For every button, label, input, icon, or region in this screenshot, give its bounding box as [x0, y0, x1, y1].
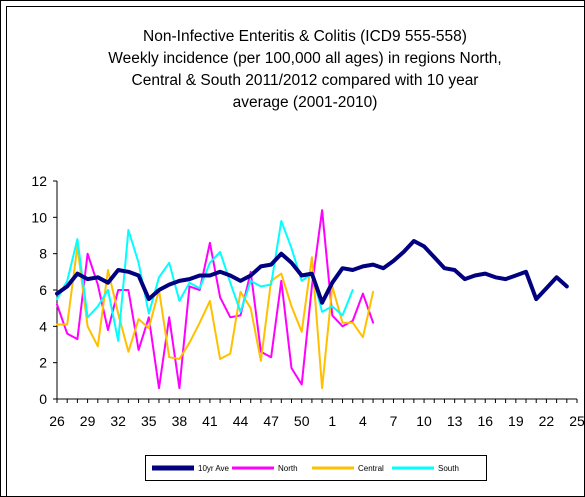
chart-title-line-1: Non-Infective Enteritis & Colitis (ICD9 …	[143, 28, 467, 45]
x-tick-label: 32	[110, 413, 126, 429]
x-tick-label: 13	[447, 413, 463, 429]
x-tick-label: 41	[202, 413, 218, 429]
y-tick-label: 10	[31, 209, 47, 225]
y-tick-label: 0	[39, 391, 47, 407]
x-tick-label: 38	[172, 413, 188, 429]
x-tick-label: 4	[359, 413, 367, 429]
x-tick-label: 29	[80, 413, 96, 429]
chart-title: Non-Infective Enteritis & Colitis (ICD9 …	[40, 26, 570, 114]
chart-inner-frame	[6, 6, 584, 496]
x-tick-label: 50	[294, 413, 310, 429]
x-tick-label: 25	[569, 413, 585, 429]
x-tick-label: 44	[233, 413, 249, 429]
series-line-north	[56, 209, 375, 390]
x-tick-label: 26	[49, 413, 65, 429]
x-tick-label: 35	[141, 413, 157, 429]
x-tick-label: 19	[508, 413, 524, 429]
y-tick-label: 8	[39, 246, 47, 262]
x-tick-label: 22	[539, 413, 555, 429]
x-tick-label: 7	[390, 413, 398, 429]
chart-title-line-2: Weekly incidence (per 100,000 all ages) …	[108, 50, 502, 67]
legend-box	[145, 455, 487, 481]
y-tick-label: 6	[39, 282, 47, 298]
x-tick-label: 16	[477, 413, 493, 429]
x-tick-label: 10	[416, 413, 432, 429]
chart-title-line-3: Central & South 2011/2012 compared with …	[131, 72, 479, 89]
x-tick-label: 1	[328, 413, 336, 429]
series-line-10yr-ave	[55, 239, 569, 305]
x-tick-label: 47	[263, 413, 279, 429]
y-tick-label: 4	[39, 318, 47, 334]
series-line-central	[56, 245, 375, 390]
y-tick-label: 2	[39, 355, 47, 371]
chart-title-line-4: average (2001-2010)	[232, 94, 378, 111]
y-tick-label: 12	[31, 173, 47, 189]
